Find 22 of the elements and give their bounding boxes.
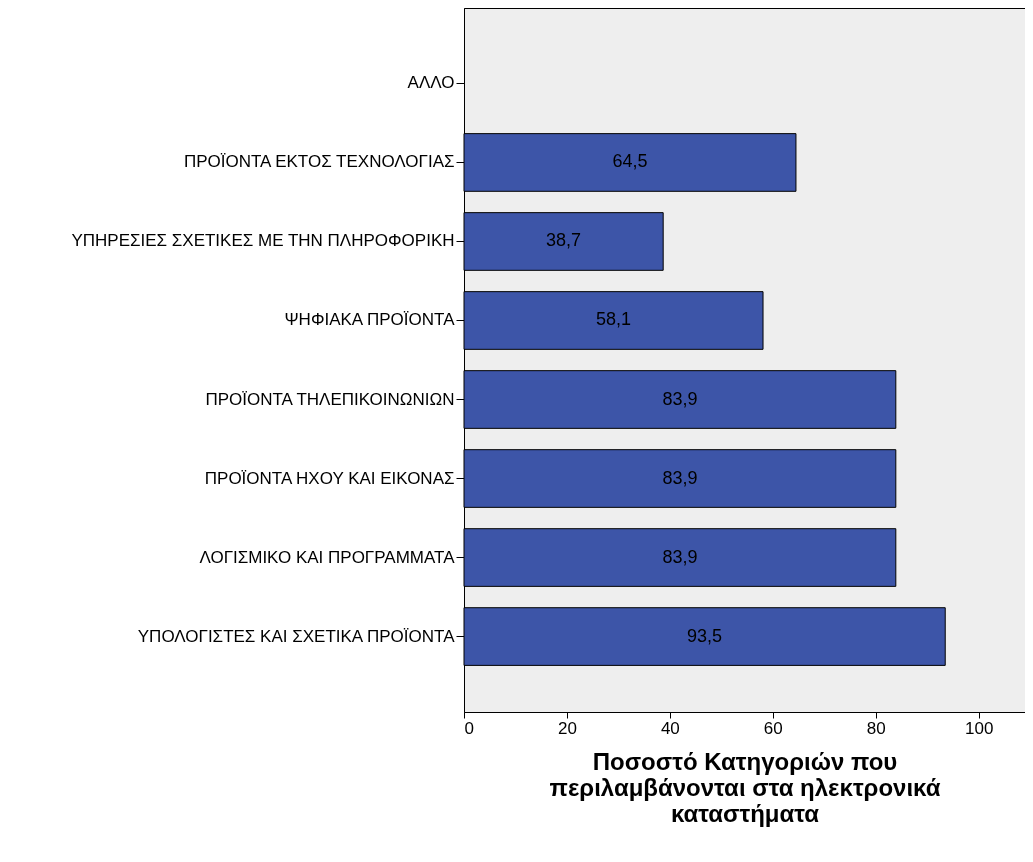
x-tick-label: 60 [763, 718, 783, 738]
y-tick-label: ΥΠΟΛΟΓΙΣΤΕΣ ΚΑΙ ΣΧΕΤΙΚΑ ΠΡΟΪΟΝΤΑ [137, 626, 456, 646]
x-tick-label: 0 [464, 718, 474, 738]
data-label: 58,1 [595, 309, 632, 330]
data-label: 64,5 [612, 151, 648, 172]
x-tick-label: 100 [964, 718, 994, 738]
y-tick-label: ΨΗΦΙΑΚΑ ΠΡΟΪΟΝΤΑ [284, 310, 456, 330]
y-tick-label: ΠΡΟΪΟΝΤΑ ΗΧΟΥ ΚΑΙ ΕΙΚΟΝΑΣ [204, 468, 455, 488]
y-tick-label: ΥΠΗΡΕΣΙΕΣ ΣΧΕΤΙΚΕΣ ΜΕ ΤΗΝ ΠΛΗΡΟΦΟΡΙΚΗ [71, 231, 455, 251]
data-label: 83,9 [662, 388, 698, 409]
y-tick-label: ΛΟΓΙΣΜΙΚΟ ΚΑΙ ΠΡΟΓΡΑΜΜΑΤΑ [199, 547, 456, 567]
y-tick-label: ΠΡΟΪΟΝΤΑ ΤΗΛΕΠΙΚΟΙΝΩΝΙΩΝ [205, 389, 455, 409]
x-tick-label: 20 [557, 718, 577, 738]
data-label: 83,9 [662, 546, 698, 567]
data-label: 93,5 [687, 625, 723, 646]
x-axis-title: Ποσοστό Κατηγοριών που περιλαμβάνονται στα ηλεκτρονικά καταστήματα [549, 747, 941, 827]
x-tick-label: 80 [866, 718, 886, 738]
x-tick-label: 40 [660, 718, 680, 738]
y-tick-label: ΑΛΛΟ [407, 73, 455, 93]
y-tick-label: ΠΡΟΪΟΝΤΑ ΕΚΤΟΣ ΤΕΧΝΟΛΟΓΙΑΣ [183, 152, 455, 172]
data-label: 38,7 [546, 230, 582, 251]
data-label: 83,9 [662, 467, 698, 488]
